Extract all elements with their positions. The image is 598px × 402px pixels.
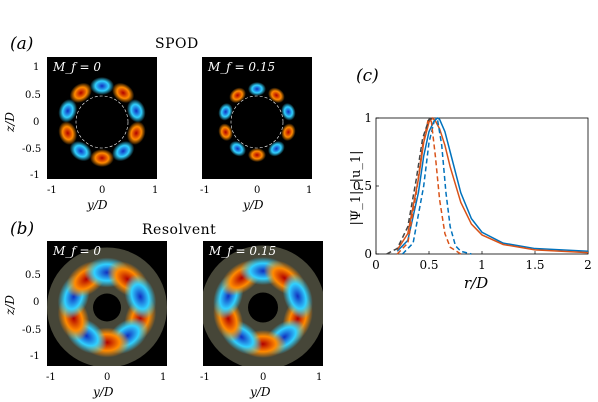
- resolvent-mf0-label: M_f = 0: [53, 244, 102, 258]
- x-axis-label: r/D: [464, 274, 488, 292]
- tick-b-xm1: -1: [46, 372, 56, 383]
- tick-a-y0: 0: [33, 117, 40, 128]
- x-tick-label: 0: [372, 258, 380, 272]
- resolvent-mf0-panel: M_f = 0: [47, 241, 167, 368]
- zlab-b: z/D: [3, 295, 17, 315]
- tick-a-x1: 1: [152, 185, 159, 196]
- series-line-4: [386, 117, 435, 255]
- ylab-a1: y/D: [87, 198, 108, 212]
- spod-mf0-mode: [58, 77, 146, 167]
- ylab-b2: y/D: [250, 385, 271, 399]
- tick-a-ym05: -0.5: [22, 144, 42, 155]
- tick-a-xm1: -1: [47, 185, 57, 196]
- resolvent-title: Resolvent: [142, 222, 217, 238]
- tick-a2-xm1: -1: [200, 185, 210, 196]
- panel-b-letter: (b): [10, 219, 35, 239]
- tick-a-ym1: -1: [30, 170, 40, 181]
- tick-b-ym1: -1: [30, 351, 40, 362]
- series-line-3: [396, 118, 462, 255]
- tick-a-x0: 0: [99, 185, 106, 196]
- panel-a-letter: (a): [10, 34, 34, 54]
- series-line-1: [396, 116, 589, 254]
- tick-b2-xm1: -1: [200, 372, 210, 383]
- spod-mf0-label: M_f = 0: [53, 60, 102, 74]
- spod-title: SPOD: [155, 36, 199, 52]
- resolvent-mf015-panel: M_f = 0.15: [201, 241, 325, 370]
- x-tick-label: 0.5: [419, 258, 438, 272]
- x-tick-label: 2: [584, 258, 592, 272]
- spod-mf015-panel: M_f = 0.15: [202, 57, 312, 179]
- tick-b-x1: 1: [160, 372, 167, 383]
- series-line-2: [401, 118, 472, 255]
- tick-a-y05: 0.5: [25, 90, 41, 101]
- tick-b2-x1: 1: [316, 372, 323, 383]
- y-ticks: 00.51: [353, 111, 379, 261]
- tick-a2-x1: 1: [306, 185, 313, 196]
- series-lines: [386, 116, 589, 255]
- y-tick-label: 0: [364, 247, 372, 261]
- y-tick-label: 0.5: [353, 179, 372, 193]
- tick-b-y05: 0.5: [25, 270, 41, 281]
- profile-chart: 0 0.5 1 1.5 2 00.51 r/D |Ψ_1|, |u_1|: [349, 111, 592, 292]
- panel-c-letter: (c): [356, 66, 379, 86]
- y-tick-label: 1: [364, 111, 372, 125]
- ylab-a2: y/D: [243, 198, 264, 212]
- tick-b2-x0: 0: [260, 372, 267, 383]
- spod-mf015-mode: [218, 82, 296, 162]
- x-tick-label: 1.5: [525, 258, 544, 272]
- resolvent-mf0-mode: [47, 247, 167, 368]
- spod-mf015-label: M_f = 0.15: [208, 60, 276, 74]
- tick-b-y0: 0: [33, 297, 40, 308]
- spod-mf0-panel: M_f = 0: [47, 57, 157, 179]
- tick-b-x0: 0: [104, 372, 111, 383]
- resolvent-mf015-mode: [201, 245, 325, 370]
- y-axis-label: |Ψ_1|, |u_1|: [349, 150, 364, 225]
- resolvent-mf015-label: M_f = 0.15: [209, 244, 277, 258]
- zlab-a: z/D: [3, 112, 17, 132]
- x-tick-label: 1: [478, 258, 486, 272]
- x-ticks: 0 0.5 1 1.5 2: [372, 251, 592, 272]
- tick-a2-x0: 0: [254, 185, 261, 196]
- ylab-b1: y/D: [93, 385, 114, 399]
- tick-b-ym05: -0.5: [22, 325, 42, 336]
- tick-a-y1: 1: [33, 62, 40, 73]
- series-line-0: [396, 117, 589, 253]
